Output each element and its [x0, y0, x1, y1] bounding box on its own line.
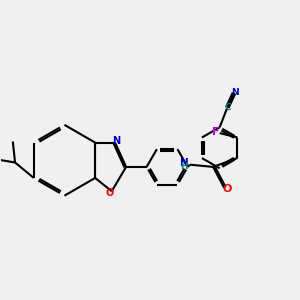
Text: O: O: [105, 188, 114, 198]
Text: N: N: [180, 158, 189, 168]
Text: C: C: [225, 103, 231, 112]
Text: H: H: [180, 162, 188, 171]
Text: N: N: [112, 136, 120, 146]
Text: F: F: [212, 127, 219, 137]
Text: N: N: [231, 88, 239, 97]
Text: O: O: [223, 184, 232, 194]
